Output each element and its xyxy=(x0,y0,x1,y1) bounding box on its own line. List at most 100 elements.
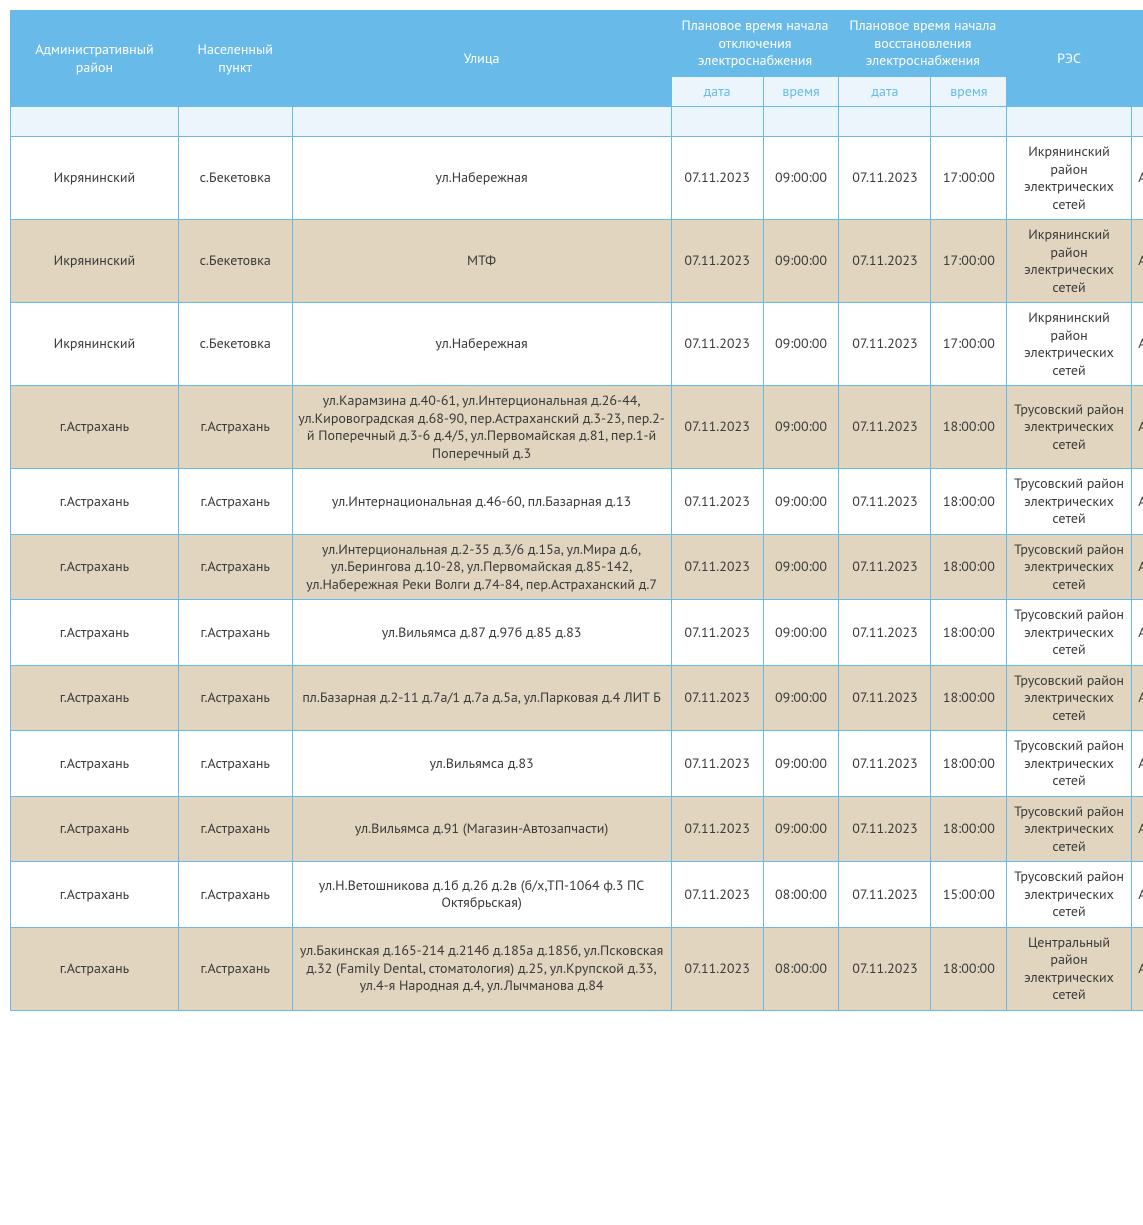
cell-district: г.Астрахань xyxy=(11,665,179,731)
cell-off-date: 07.11.2023 xyxy=(671,796,763,862)
filter-district[interactable] xyxy=(11,107,179,137)
cell-tail: А xyxy=(1131,137,1143,220)
cell-street: МТФ xyxy=(292,220,671,303)
cell-on-time: 18:00:00 xyxy=(931,927,1007,1010)
cell-street: ул.Набережная xyxy=(292,303,671,386)
cell-res: Икрянинский район электрических сетей xyxy=(1007,220,1132,303)
cell-on-date: 07.11.2023 xyxy=(839,386,931,469)
cell-district: г.Астрахань xyxy=(11,862,179,928)
cell-res: Трусовский район электрических сетей xyxy=(1007,386,1132,469)
filter-tail[interactable] xyxy=(1131,107,1143,137)
table-row: г.Астраханьг.Астраханьул.Интернациональн… xyxy=(11,469,1143,535)
cell-street: ул.Вильямса д.91 (Магазин-Автозапчасти) xyxy=(292,796,671,862)
cell-on-time: 18:00:00 xyxy=(931,469,1007,535)
cell-tail: А xyxy=(1131,220,1143,303)
cell-district: г.Астрахань xyxy=(11,386,179,469)
cell-on-time: 18:00:00 xyxy=(931,665,1007,731)
cell-off-time: 09:00:00 xyxy=(763,220,839,303)
cell-settlement: г.Астрахань xyxy=(178,927,292,1010)
cell-res: Икрянинский район электрических сетей xyxy=(1007,137,1132,220)
table-row: г.Астраханьг.Астраханьул.Вильямса д.91 (… xyxy=(11,796,1143,862)
table-row: г.Астраханьг.Астраханьул.Н.Ветошникова д… xyxy=(11,862,1143,928)
cell-off-date: 07.11.2023 xyxy=(671,303,763,386)
cell-on-time: 18:00:00 xyxy=(931,731,1007,797)
cell-on-time: 18:00:00 xyxy=(931,386,1007,469)
cell-on-time: 18:00:00 xyxy=(931,600,1007,666)
table-row: Икрянинскийс.Бекетовкаул.Набережная07.11… xyxy=(11,303,1143,386)
cell-off-time: 09:00:00 xyxy=(763,731,839,797)
cell-district: г.Астрахань xyxy=(11,796,179,862)
filter-on-date[interactable] xyxy=(839,107,931,137)
cell-tail: А xyxy=(1131,600,1143,666)
cell-res: Трусовский район электрических сетей xyxy=(1007,600,1132,666)
cell-res: Трусовский район электрических сетей xyxy=(1007,862,1132,928)
cell-street: ул.Интерциональная д.2-35 д.3/6 д.15а, у… xyxy=(292,534,671,600)
cell-on-time: 17:00:00 xyxy=(931,303,1007,386)
cell-tail: А xyxy=(1131,469,1143,535)
table-head: Административный район Населенный пункт … xyxy=(11,11,1143,137)
table-row: Икрянинскийс.БекетовкаМТФ 07.11.202309:00… xyxy=(11,220,1143,303)
cell-street: ул.Вильямса д.87 д.97б д.85 д.83 xyxy=(292,600,671,666)
outage-table: Административный район Населенный пункт … xyxy=(10,10,1143,1011)
cell-off-time: 09:00:00 xyxy=(763,469,839,535)
cell-on-date: 07.11.2023 xyxy=(839,534,931,600)
cell-street: ул.Набережная xyxy=(292,137,671,220)
cell-street: ул.Н.Ветошникова д.1б д.2б д.2в (б/х,ТП-… xyxy=(292,862,671,928)
cell-res: Трусовский район электрических сетей xyxy=(1007,796,1132,862)
filter-street[interactable] xyxy=(292,107,671,137)
filter-on-time[interactable] xyxy=(931,107,1007,137)
cell-district: Икрянинский xyxy=(11,220,179,303)
cell-off-date: 07.11.2023 xyxy=(671,386,763,469)
cell-district: г.Астрахань xyxy=(11,469,179,535)
th-res: РЭС xyxy=(1007,11,1132,107)
cell-off-date: 07.11.2023 xyxy=(671,469,763,535)
cell-district: г.Астрахань xyxy=(11,927,179,1010)
filter-off-date[interactable] xyxy=(671,107,763,137)
cell-on-date: 07.11.2023 xyxy=(839,600,931,666)
cell-on-date: 07.11.2023 xyxy=(839,862,931,928)
table-row: г.Астраханьг.Астраханьул.Карамзина д.40-… xyxy=(11,386,1143,469)
cell-off-date: 07.11.2023 xyxy=(671,731,763,797)
filter-res[interactable] xyxy=(1007,107,1132,137)
th-off: Плановое время начала отключения электро… xyxy=(671,11,839,77)
cell-settlement: г.Астрахань xyxy=(178,796,292,862)
cell-settlement: г.Астрахань xyxy=(178,862,292,928)
cell-off-date: 07.11.2023 xyxy=(671,927,763,1010)
th-off-date: дата xyxy=(671,76,763,107)
cell-res: Трусовский район электрических сетей xyxy=(1007,665,1132,731)
cell-on-date: 07.11.2023 xyxy=(839,303,931,386)
cell-off-time: 08:00:00 xyxy=(763,927,839,1010)
cell-district: г.Астрахань xyxy=(11,534,179,600)
cell-on-date: 07.11.2023 xyxy=(839,796,931,862)
cell-off-date: 07.11.2023 xyxy=(671,534,763,600)
cell-off-date: 07.11.2023 xyxy=(671,600,763,666)
cell-off-time: 09:00:00 xyxy=(763,796,839,862)
cell-street: ул.Вильямса д.83 xyxy=(292,731,671,797)
cell-tail: А xyxy=(1131,927,1143,1010)
cell-on-date: 07.11.2023 xyxy=(839,220,931,303)
cell-settlement: с.Бекетовка xyxy=(178,137,292,220)
th-on-date: дата xyxy=(839,76,931,107)
cell-off-time: 09:00:00 xyxy=(763,534,839,600)
filter-settlement[interactable] xyxy=(178,107,292,137)
cell-on-time: 15:00:00 xyxy=(931,862,1007,928)
cell-off-time: 09:00:00 xyxy=(763,137,839,220)
cell-tail: А xyxy=(1131,862,1143,928)
cell-street: ул.Бакинская д.165-214 д.214б д.185а д.1… xyxy=(292,927,671,1010)
cell-off-date: 07.11.2023 xyxy=(671,665,763,731)
cell-on-date: 07.11.2023 xyxy=(839,927,931,1010)
cell-on-date: 07.11.2023 xyxy=(839,137,931,220)
filter-off-time[interactable] xyxy=(763,107,839,137)
cell-district: г.Астрахань xyxy=(11,600,179,666)
th-street: Улица xyxy=(292,11,671,107)
cell-res: Трусовский район электрических сетей xyxy=(1007,731,1132,797)
cell-on-time: 18:00:00 xyxy=(931,534,1007,600)
cell-on-time: 18:00:00 xyxy=(931,796,1007,862)
cell-settlement: г.Астрахань xyxy=(178,600,292,666)
th-tail xyxy=(1131,11,1143,107)
cell-settlement: г.Астрахань xyxy=(178,534,292,600)
cell-off-time: 09:00:00 xyxy=(763,386,839,469)
cell-settlement: с.Бекетовка xyxy=(178,220,292,303)
cell-settlement: г.Астрахань xyxy=(178,731,292,797)
cell-street: пл.Базарная д.2-11 д.7а/1 д.7а д.5а, ул.… xyxy=(292,665,671,731)
